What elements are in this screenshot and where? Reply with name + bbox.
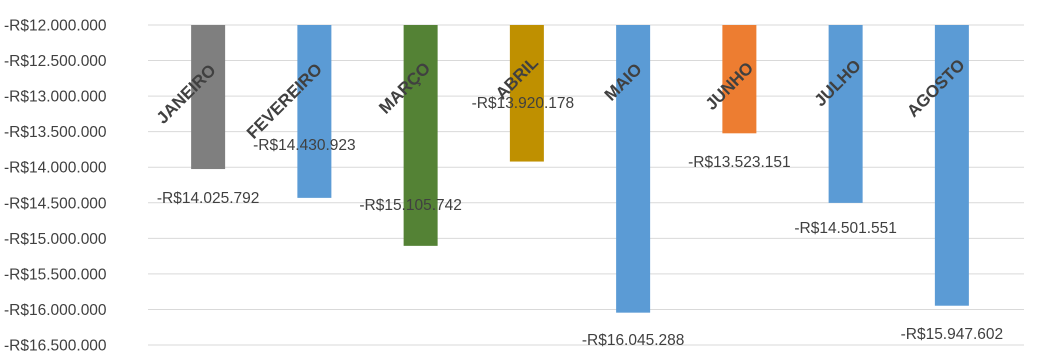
y-tick-label: -R$16.500.000	[4, 338, 107, 352]
bar-fevereiro	[297, 25, 332, 198]
y-tick-label: -R$13.500.000	[4, 124, 107, 141]
data-label: -R$14.501.551	[794, 220, 897, 237]
bars	[191, 25, 969, 313]
bar-junho	[722, 25, 757, 134]
y-tick-label: -R$14.500.000	[4, 195, 107, 212]
data-label: -R$14.430.923	[253, 137, 356, 154]
data-label: -R$13.523.151	[688, 154, 791, 171]
y-tick-label: -R$16.000.000	[4, 302, 107, 319]
y-tick-label: -R$14.000.000	[4, 160, 107, 177]
y-tick-label: -R$15.000.000	[4, 231, 107, 248]
bar-agosto	[934, 25, 969, 306]
data-label: -R$14.025.792	[157, 190, 260, 207]
y-tick-label: -R$15.500.000	[4, 266, 107, 283]
data-labels: -R$14.025.792 -R$14.430.923 -R$15.105.742 -…	[157, 95, 1003, 349]
y-tick-label: -R$13.000.000	[4, 89, 107, 106]
bar-mar-o	[403, 25, 438, 246]
bar-janeiro	[191, 25, 226, 170]
bar-abril	[509, 25, 544, 162]
y-tick-label: -R$12.000.000	[4, 18, 107, 35]
data-label: -R$15.105.742	[359, 197, 462, 214]
bar-maio	[616, 25, 651, 313]
y-axis-ticks: -R$12.000.000 -R$12.500.000 -R$13.000.000 -…	[4, 18, 107, 355]
data-label: -R$15.947.602	[901, 326, 1004, 343]
gridlines	[148, 24, 1024, 346]
data-label: -R$13.920.178	[472, 95, 575, 112]
data-label: -R$16.045.288	[582, 332, 685, 349]
y-tick-label: -R$12.500.000	[4, 53, 107, 70]
bar-julho	[828, 25, 863, 203]
